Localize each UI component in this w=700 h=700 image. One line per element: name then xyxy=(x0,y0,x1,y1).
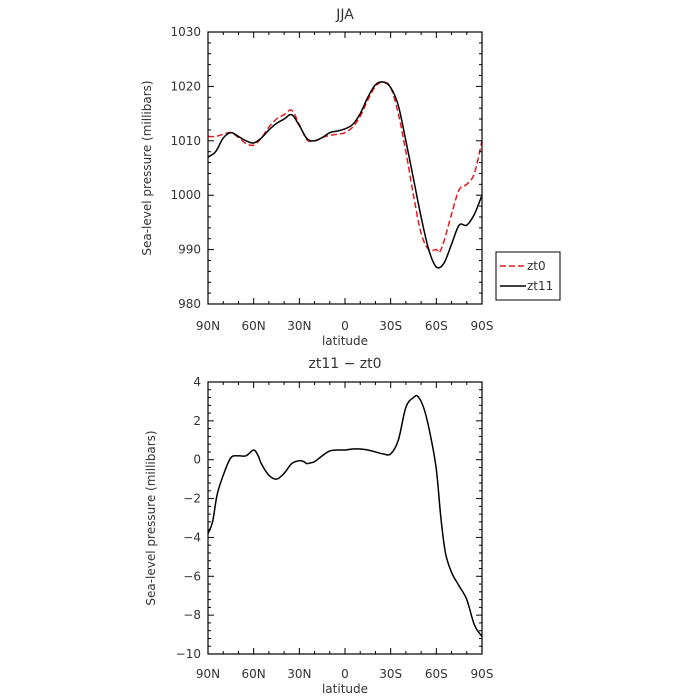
y-tick-label: 1000 xyxy=(170,188,201,202)
series-line-zt0 xyxy=(208,81,482,254)
x-tick-label: 0 xyxy=(341,319,349,333)
legend-box xyxy=(495,251,561,301)
x-tick-label: 90N xyxy=(196,667,220,681)
x-tick-label: 90S xyxy=(471,319,494,333)
y-tick-label: 1030 xyxy=(170,25,201,39)
series-line-series-1 xyxy=(208,394,482,637)
y-tick-label: 1020 xyxy=(170,79,201,93)
x-tick-label: 60S xyxy=(425,319,448,333)
y-tick-label: 1010 xyxy=(170,134,201,148)
chart-panel-1: JJA 90N 60N 30N 0 30S 60S 90S 980 990 1000 1010 1020… xyxy=(140,7,561,348)
y-tick-label: −8 xyxy=(183,608,201,622)
x-tick-label: 30S xyxy=(379,667,402,681)
y-tick-label: 0 xyxy=(193,453,201,467)
x-tick-label: 30N xyxy=(287,319,311,333)
x-tick-label: 60N xyxy=(242,319,266,333)
y-tick-label: −4 xyxy=(183,530,201,544)
y-tick-label: 2 xyxy=(193,414,201,428)
x-tick-label: 0 xyxy=(341,667,349,681)
y-tick-label: 980 xyxy=(178,297,201,311)
chart-panel-2: zt11 − zt0 90N 60N 30N 0 30S 60S 90S −10 −8 −6 −4 −2… xyxy=(144,356,493,696)
chart-title: zt11 − zt0 xyxy=(308,356,381,372)
y-tick-label: −6 xyxy=(183,569,201,583)
y-tick-label: 990 xyxy=(178,243,201,257)
y-axis-label: Sea-level pressure (millibars) xyxy=(144,430,158,605)
legend-label-zt0: zt0 xyxy=(527,259,546,273)
legend: zt0 zt11 xyxy=(495,251,561,301)
series-line-zt11 xyxy=(208,81,482,269)
x-tick-label: 90S xyxy=(471,667,494,681)
chart-title: JJA xyxy=(335,7,354,23)
y-tick-label: 4 xyxy=(193,375,201,389)
y-axis-label: Sea-level pressure (millibars) xyxy=(140,80,154,255)
y-tick-label: −10 xyxy=(176,647,201,661)
x-tick-label: 90N xyxy=(196,319,220,333)
x-axis-label: latitude xyxy=(322,334,368,348)
x-tick-label: 30S xyxy=(379,319,402,333)
x-tick-label: 60S xyxy=(425,667,448,681)
x-tick-label: 60N xyxy=(242,667,266,681)
x-tick-label: 30N xyxy=(287,667,311,681)
legend-label-zt11: zt11 xyxy=(527,279,553,293)
panels-group: JJA 90N 60N 30N 0 30S 60S 90S 980 990 1000 1010 1020… xyxy=(140,7,561,696)
y-tick-label: −2 xyxy=(183,492,201,506)
x-axis-label: latitude xyxy=(322,682,368,696)
